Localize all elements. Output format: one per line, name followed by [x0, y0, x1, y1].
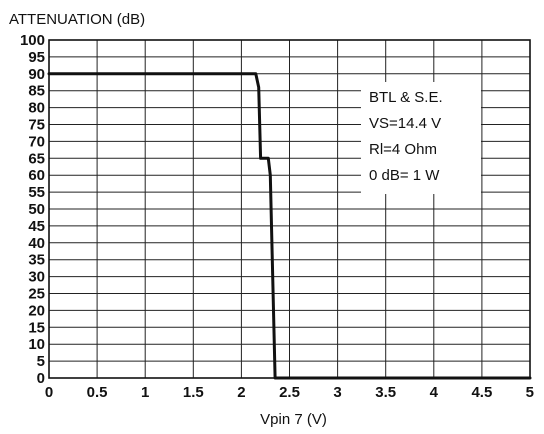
- y-tick-label: 80: [28, 100, 45, 117]
- x-tick-label: 0: [45, 384, 53, 401]
- y-tick-label: 60: [28, 167, 45, 184]
- annotation-line: BTL & S.E.: [369, 89, 443, 106]
- y-tick-label: 100: [20, 32, 45, 49]
- y-axis-label: ATTENUATION (dB): [9, 11, 145, 28]
- annotation-line: Rl=4 Ohm: [369, 141, 437, 158]
- x-tick-label: 2: [237, 384, 245, 401]
- y-tick-label: 55: [28, 184, 45, 201]
- y-tick-label: 35: [28, 252, 45, 269]
- y-tick-label: 30: [28, 269, 45, 286]
- y-tick-label: 85: [28, 83, 45, 100]
- y-tick-label: 70: [28, 133, 45, 150]
- x-tick-label: 2.5: [279, 384, 300, 401]
- y-tick-label: 20: [28, 302, 45, 319]
- x-tick-label: 1.5: [183, 384, 204, 401]
- y-tick-label: 25: [28, 286, 45, 303]
- annotation-line: VS=14.4 V: [369, 115, 441, 132]
- y-tick-label: 40: [28, 235, 45, 252]
- x-tick-label: 3: [333, 384, 341, 401]
- x-tick-label: 3.5: [375, 384, 396, 401]
- y-tick-label: 15: [28, 319, 45, 336]
- y-tick-label: 65: [28, 150, 45, 167]
- x-tick-label: 1: [141, 384, 149, 401]
- annotation-background: [361, 82, 481, 194]
- y-tick-label: 90: [28, 66, 45, 83]
- y-tick-label: 75: [28, 117, 45, 134]
- x-tick-label: 4: [430, 384, 439, 401]
- x-tick-label: 0.5: [87, 384, 108, 401]
- y-tick-label: 10: [28, 336, 45, 353]
- y-tick-label: 5: [37, 353, 45, 370]
- annotation-box: BTL & S.E. VS=14.4 V Rl=4 Ohm 0 dB= 1 W: [361, 82, 481, 194]
- y-tick-label: 95: [28, 49, 45, 66]
- y-tick-label: 0: [37, 370, 45, 387]
- x-tick-labels: 0 0.5 1 1.5 2 2.5 3 3.5 4 4.5 5: [45, 384, 534, 401]
- series-layer: [47, 72, 532, 380]
- annotation-line: 0 dB= 1 W: [369, 167, 440, 184]
- x-axis-label: Vpin 7 (V): [260, 411, 327, 428]
- y-tick-label: 45: [28, 218, 45, 235]
- x-tick-label: 4.5: [471, 384, 492, 401]
- y-tick-labels: 1009590858075706560555045403530252015105…: [20, 32, 45, 387]
- x-tick-label: 5: [526, 384, 534, 401]
- series-line: [47, 72, 532, 380]
- y-tick-label: 50: [28, 201, 45, 218]
